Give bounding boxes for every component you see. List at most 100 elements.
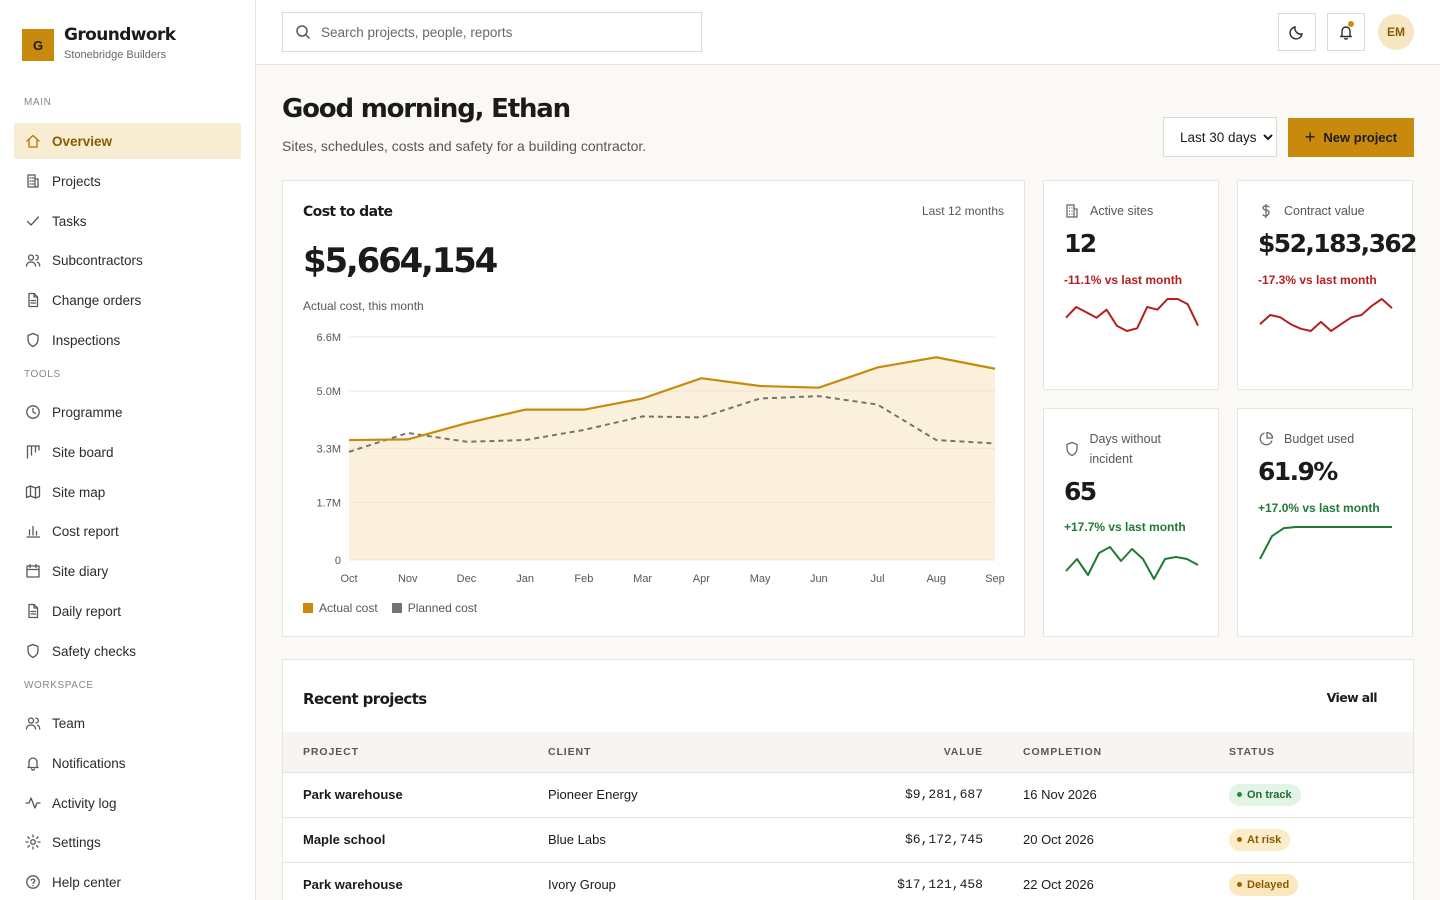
project-name[interactable]: Park warehouse: [283, 862, 548, 900]
sidebar-item-inspections[interactable]: Inspections: [14, 322, 241, 358]
x-tick-label: Jun: [810, 573, 828, 585]
sidebar-item-label: Daily report: [52, 603, 122, 619]
sidebar-item-site-map[interactable]: Site map: [14, 474, 241, 510]
kanban-icon: [24, 443, 42, 461]
sidebar-item-overview[interactable]: Overview: [14, 123, 241, 159]
sidebar-item-label: Site map: [52, 484, 106, 500]
x-tick-label: Jan: [516, 573, 534, 585]
project-value: $9,281,687: [808, 772, 983, 818]
gear-icon: [24, 833, 42, 851]
help-circle-icon: [24, 873, 42, 891]
kpi-label: Contract value: [1284, 204, 1365, 218]
kpi-delta: -11.1% vs last month: [1064, 273, 1183, 287]
sidebar-item-cost-report[interactable]: Cost report: [14, 513, 241, 549]
kpi-value: 12: [1064, 229, 1097, 258]
column-header-client[interactable]: CLIENT: [548, 732, 808, 773]
notifications-button[interactable]: [1327, 13, 1365, 51]
client-name: Pioneer Energy: [548, 772, 808, 818]
cost-card-period: Last 12 months: [921, 204, 1004, 218]
sidebar-item-label: Change orders: [52, 292, 142, 308]
sidebar-item-daily-report[interactable]: Daily report: [14, 593, 241, 629]
cost-to-date-caption: Actual cost, this month: [303, 299, 424, 313]
kpi-value: 61.9%: [1258, 457, 1338, 486]
sparkline-path: [1065, 546, 1199, 580]
kpi-card-active-sites: Active sites 12 -11.1% vs last month: [1043, 180, 1219, 390]
view-all-link[interactable]: View all: [1326, 690, 1378, 705]
building-icon: [1064, 201, 1082, 221]
topbar: EM: [256, 0, 1440, 65]
sidebar-item-notifications[interactable]: Notifications: [14, 745, 241, 781]
sidebar-item-change-orders[interactable]: Change orders: [14, 282, 241, 318]
sidebar-item-help-center[interactable]: Help center: [14, 864, 241, 900]
sidebar-item-site-diary[interactable]: Site diary: [14, 553, 241, 589]
date-range-select[interactable]: Last 30 days: [1163, 117, 1277, 157]
status-dot: [1237, 837, 1242, 842]
brand[interactable]: G Groundwork Stonebridge Builders: [22, 24, 176, 61]
completion-date: 20 Oct 2026: [983, 817, 1229, 863]
project-value: $17,121,458: [808, 862, 983, 900]
notification-dot: [1348, 21, 1354, 27]
section-label-tools: TOOLS: [24, 369, 61, 380]
sidebar: G Groundwork Stonebridge Builders MAIN Ov…: [0, 0, 256, 900]
sidebar-item-team[interactable]: Team: [14, 705, 241, 741]
sidebar-item-label: Projects: [52, 173, 101, 189]
recent-projects-title: Recent projects: [303, 690, 427, 708]
kpi-label: Budget used: [1284, 432, 1355, 446]
project-name[interactable]: Maple school: [283, 817, 548, 863]
sidebar-item-activity-log[interactable]: Activity log: [14, 785, 241, 821]
sparkline-path: [1259, 526, 1392, 560]
sidebar-item-safety-checks[interactable]: Safety checks: [14, 633, 241, 669]
moon-icon: [1289, 26, 1303, 40]
sidebar-item-settings[interactable]: Settings: [14, 824, 241, 860]
sparkline: [1259, 298, 1393, 332]
legend-planned: Planned cost: [391, 601, 477, 615]
actual-cost-area: [349, 357, 995, 560]
users-icon: [24, 251, 42, 269]
y-tick-label: 6.6M: [317, 332, 341, 344]
status-cell: On track: [1229, 772, 1413, 818]
sidebar-item-projects[interactable]: Projects: [14, 163, 241, 199]
kpi-card-contract-value: Contract value $52,183,362 -17.3% vs las…: [1237, 180, 1418, 390]
sidebar-item-label: Settings: [52, 834, 101, 850]
check-icon: [24, 212, 42, 230]
user-avatar[interactable]: EM: [1378, 14, 1414, 50]
kpi-card-days-without-incident: Days without incident 65 +17.7% vs last …: [1043, 408, 1219, 637]
search-box[interactable]: [282, 12, 702, 52]
new-project-button[interactable]: + New project: [1288, 118, 1414, 157]
column-header-completion[interactable]: COMPLETION: [983, 732, 1229, 773]
x-tick-label: Feb: [574, 573, 593, 585]
sidebar-item-site-board[interactable]: Site board: [14, 434, 241, 470]
table-row[interactable]: Maple school Blue Labs $6,172,745 20 Oct 20…: [283, 817, 1413, 863]
legend-swatch-planned: [391, 603, 402, 613]
users-icon: [24, 714, 42, 732]
table-row[interactable]: Park warehouse Pioneer Energy $9,281,687 16…: [283, 772, 1413, 818]
sidebar-item-programme[interactable]: Programme: [14, 394, 241, 430]
calendar-icon: [24, 562, 42, 580]
search-input[interactable]: [321, 24, 681, 40]
x-tick-label: May: [750, 573, 771, 585]
column-header-project[interactable]: PROJECT: [283, 732, 548, 773]
x-tick-label: Jul: [871, 573, 885, 585]
table-row[interactable]: Park warehouse Ivory Group $17,121,458 22 O…: [283, 862, 1413, 900]
theme-toggle-button[interactable]: [1278, 13, 1316, 51]
kpi-label: Active sites: [1090, 204, 1154, 218]
client-name: Ivory Group: [548, 862, 808, 900]
recent-projects-card: Recent projects View all PROJECT CLIENT …: [282, 659, 1414, 900]
section-label-main: MAIN: [24, 97, 52, 108]
shield-icon: [24, 642, 42, 660]
project-value: $6,172,745: [808, 817, 983, 863]
sidebar-item-tasks[interactable]: Tasks: [14, 203, 241, 239]
sparkline: [1065, 546, 1199, 580]
legend-swatch-actual: [303, 603, 313, 613]
column-header-value[interactable]: VALUE: [808, 732, 983, 773]
y-tick-label: 3.3M: [317, 444, 341, 456]
y-tick-label: 1.7M: [317, 498, 341, 510]
actual-cost-line: [348, 356, 996, 442]
kpi-card-budget-used: Budget used 61.9% +17.0% vs last month: [1237, 408, 1413, 637]
column-header-status[interactable]: STATUS: [1229, 732, 1413, 773]
pie-chart-icon: [1258, 429, 1276, 449]
table-header-row: PROJECT CLIENT VALUE COMPLETION STATUS: [283, 732, 1413, 773]
sidebar-item-subcontractors[interactable]: Subcontractors: [14, 242, 241, 278]
project-name[interactable]: Park warehouse: [283, 772, 548, 818]
kpi-label: Days without incident: [1089, 432, 1162, 466]
